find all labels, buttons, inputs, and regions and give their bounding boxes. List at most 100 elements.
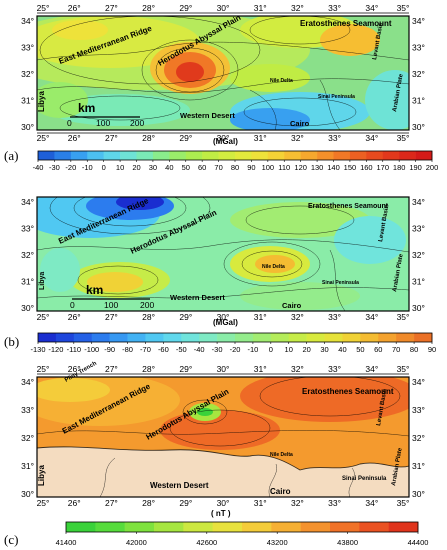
x-tick-label: 26° bbox=[68, 312, 81, 322]
unit-label-a: (MGal) bbox=[213, 137, 238, 146]
label-libya-a: Libya bbox=[37, 91, 46, 112]
x-tick-label: 28° bbox=[142, 312, 155, 322]
colorbar-tick-label: -80 bbox=[122, 345, 133, 354]
x-tick-label: 35° bbox=[397, 498, 410, 508]
colorbar-segment bbox=[317, 151, 334, 160]
x-ticks-bottom-a: 25° 26° 27° 28° 29° 30° 31° 32° 33° 34° 35° bbox=[37, 133, 410, 143]
y-tick-label: 30° bbox=[21, 122, 34, 132]
x-tick-label: 28° bbox=[142, 3, 155, 13]
y-tick-label: 34° bbox=[412, 377, 425, 387]
colorbar-segment bbox=[349, 151, 367, 160]
colorbar-segment bbox=[202, 151, 219, 160]
colorbar-tick-label: -30 bbox=[49, 163, 60, 172]
colorbar-segment bbox=[87, 151, 104, 160]
colorbar-segment bbox=[199, 333, 218, 342]
x-tick-label: 35° bbox=[397, 312, 410, 322]
label-western-desert-b: Western Desert bbox=[170, 293, 225, 302]
y-tick-label: 32° bbox=[21, 69, 34, 79]
colorbar-segment bbox=[284, 151, 301, 160]
svg-text:100: 100 bbox=[104, 300, 118, 310]
label-western-desert-a: Western Desert bbox=[180, 111, 235, 120]
y-tick-label: 34° bbox=[412, 16, 425, 26]
colorbar-tick-label: 60 bbox=[198, 163, 206, 172]
colorbar-tick-label: 43800 bbox=[337, 538, 358, 547]
colorbar-tick-label: 30 bbox=[320, 345, 328, 354]
colorbar-tick-label: 70 bbox=[392, 345, 400, 354]
colorbar-segment bbox=[359, 522, 389, 532]
x-tick-label: 30° bbox=[217, 498, 230, 508]
colorbar-segment bbox=[152, 151, 170, 160]
colorbar-tick-label: 190 bbox=[409, 163, 422, 172]
panel-label-c: (c) bbox=[4, 532, 18, 547]
label-sinai-c: Sinai Peninsula bbox=[342, 476, 387, 482]
x-tick-label: 32° bbox=[291, 133, 304, 143]
colorbar-segment bbox=[145, 333, 164, 342]
colorbar-tick-label: -130 bbox=[30, 345, 45, 354]
x-tick-label: 32° bbox=[291, 498, 304, 508]
map-c: 25° 26° 27° 28° 29° 30° 31° 32° 33° 34° 35° 25° 26°… bbox=[4, 361, 428, 547]
colorbar-tick-label: 160 bbox=[360, 163, 373, 172]
x-tick-label: 32° bbox=[291, 364, 304, 374]
y-ticks-right-b: 34° 33° 32° 31° 30° bbox=[412, 197, 425, 313]
svg-text:200: 200 bbox=[130, 118, 144, 128]
colorbar-a: -40 -30 -20 -10 0 10 20 30 40 50 60 70 80 90 100 110 120… bbox=[33, 150, 438, 172]
colorbar-tick-label: 20 bbox=[132, 163, 140, 172]
colorbar-tick-label: -20 bbox=[65, 163, 76, 172]
colorbar-tick-label: -10 bbox=[247, 345, 258, 354]
label-libya-c: Libya bbox=[37, 465, 46, 486]
colorbar-tick-label: 180 bbox=[393, 163, 406, 172]
x-tick-label: 25° bbox=[37, 133, 50, 143]
colorbar-tick-label: 10 bbox=[285, 345, 293, 354]
colorbar-segment bbox=[66, 522, 96, 532]
x-ticks-top-a: 25° 26° 27° 28° 29° 30° 31° 32° 33° 34° 35° bbox=[37, 3, 410, 13]
y-tick-label: 32° bbox=[21, 433, 34, 443]
y-tick-label: 30° bbox=[21, 489, 34, 499]
colorbar-segment bbox=[235, 151, 252, 160]
y-tick-label: 32° bbox=[412, 69, 425, 79]
label-cairo-b: Cairo bbox=[282, 301, 302, 310]
x-tick-label: 29° bbox=[179, 364, 192, 374]
colorbar-tick-label: 20 bbox=[302, 345, 310, 354]
x-tick-label: 33° bbox=[328, 133, 341, 143]
y-tick-label: 34° bbox=[21, 16, 34, 26]
x-tick-label: 34° bbox=[365, 498, 378, 508]
x-tick-label: 29° bbox=[179, 133, 192, 143]
label-eratosthenes-b: Eratosthenes Seamount bbox=[308, 203, 389, 210]
colorbar-tick-label: 130 bbox=[311, 163, 324, 172]
x-tick-label: 30° bbox=[217, 312, 230, 322]
y-tick-label: 34° bbox=[21, 377, 34, 387]
colorbar-tick-label: 100 bbox=[262, 163, 275, 172]
colorbar-tick-label: 120 bbox=[294, 163, 307, 172]
colorbar-tick-label: -40 bbox=[194, 345, 205, 354]
x-tick-label: 29° bbox=[179, 3, 192, 13]
colorbar-segment bbox=[342, 333, 361, 342]
x-tick-label: 31° bbox=[254, 364, 267, 374]
colorbar-segment bbox=[306, 333, 325, 342]
colorbar-tick-label: -60 bbox=[158, 345, 169, 354]
unit-label-c: ( nT ) bbox=[211, 509, 231, 518]
x-tick-label: 31° bbox=[254, 133, 267, 143]
x-tick-label: 27° bbox=[105, 364, 118, 374]
x-tick-label: 25° bbox=[37, 3, 50, 13]
colorbar-tick-label: 43200 bbox=[267, 538, 288, 547]
x-tick-label: 35° bbox=[397, 3, 410, 13]
x-tick-label: 33° bbox=[328, 364, 341, 374]
x-tick-label: 27° bbox=[105, 3, 118, 13]
colorbar-tick-label: -90 bbox=[104, 345, 115, 354]
colorbar-segment bbox=[109, 333, 128, 342]
x-tick-label: 33° bbox=[328, 312, 341, 322]
x-tick-label: 32° bbox=[291, 312, 304, 322]
colorbar-tick-label: 60 bbox=[374, 345, 382, 354]
label-libya-b: Libya bbox=[39, 272, 46, 290]
colorbar-tick-label: 0 bbox=[102, 163, 106, 172]
x-tick-label: 35° bbox=[397, 133, 410, 143]
colorbar-segment bbox=[396, 333, 415, 342]
x-tick-label: 27° bbox=[105, 133, 118, 143]
colorbar-segment bbox=[388, 522, 419, 532]
colorbar-segment bbox=[136, 151, 154, 160]
colorbar-segment bbox=[235, 333, 254, 342]
colorbar-segment bbox=[251, 151, 269, 160]
x-tick-label: 25° bbox=[37, 364, 50, 374]
svg-text:200: 200 bbox=[140, 300, 154, 310]
y-tick-label: 31° bbox=[21, 96, 34, 106]
